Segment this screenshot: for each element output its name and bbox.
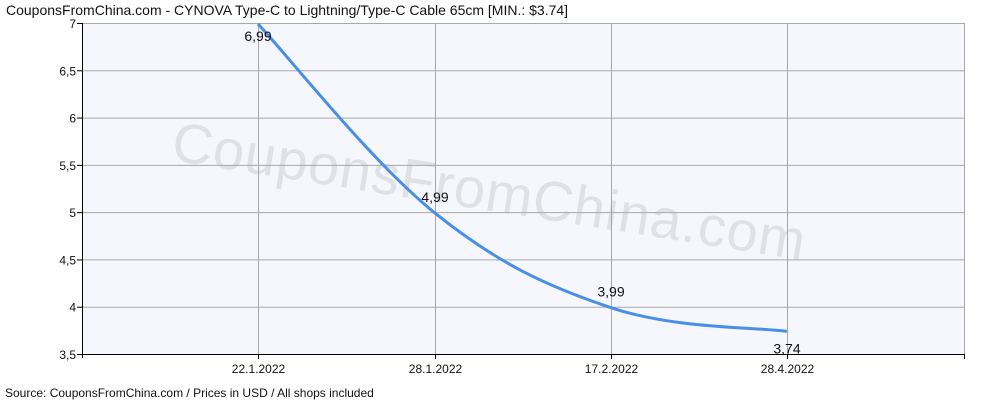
data-point-label: 3,74 [773, 340, 800, 356]
y-tick-label: 7 [69, 17, 76, 31]
gridlines [82, 23, 965, 354]
x-tick-label: 28.1.2022 [409, 362, 463, 376]
price-line [256, 22, 788, 333]
y-axis-ticks: 3,5 4 4,5 5 5,5 6 6,5 7 [59, 17, 82, 362]
plot-area [82, 23, 964, 354]
y-tick-label: 5 [69, 206, 76, 220]
data-point-label: 3,99 [597, 284, 624, 300]
data-point-label: 6,99 [244, 28, 271, 44]
x-tick-label: 22.1.2022 [232, 362, 286, 376]
axes [82, 23, 965, 358]
y-tick-label: 6 [69, 112, 76, 126]
source-note: Source: CouponsFromChina.com / Prices in… [5, 386, 374, 400]
chart-title: CouponsFromChina.com - CYNOVA Type-C to … [6, 2, 568, 18]
y-tick-label: 3,5 [59, 348, 76, 362]
data-point-labels: 6,99 4,99 3,99 3,74 [244, 28, 800, 356]
y-tick-label: 5,5 [59, 159, 76, 173]
x-tick-label: 28.4.2022 [761, 362, 815, 376]
y-tick-label: 4,5 [59, 253, 76, 267]
x-tick-label: 17.2.2022 [585, 362, 639, 376]
y-tick-label: 6,5 [59, 64, 76, 78]
y-tick-label: 4 [69, 301, 76, 315]
data-point-label: 4,99 [421, 189, 448, 205]
x-axis-ticks: 22.1.2022 28.1.2022 17.2.2022 28.4.2022 [232, 354, 965, 376]
